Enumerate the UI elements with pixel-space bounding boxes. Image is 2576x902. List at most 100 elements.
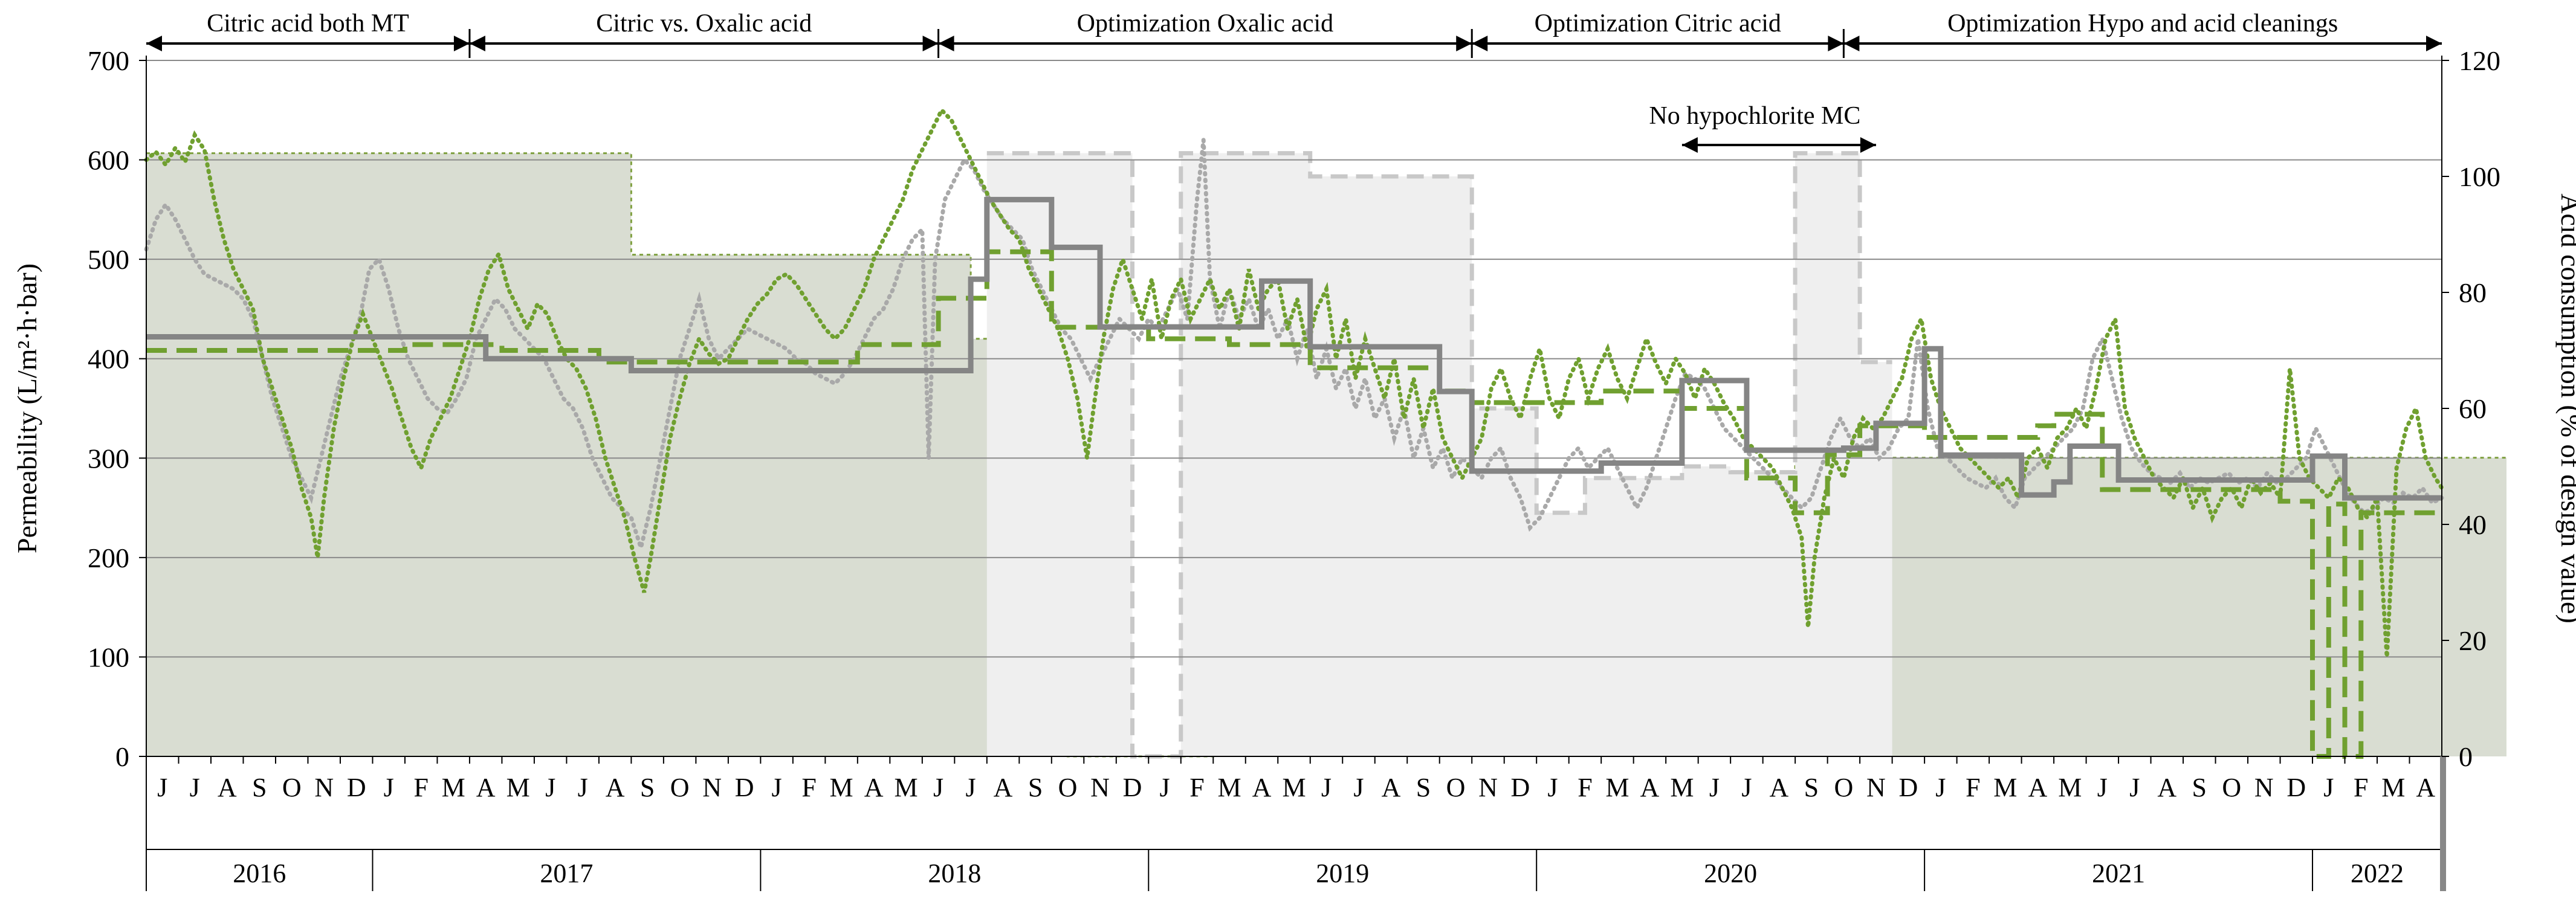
month-label: D [1123, 773, 1142, 802]
y-axis-title: Permeability (L/m²·h·bar) [11, 263, 42, 553]
month-label: F [1189, 773, 1204, 802]
y2-tick-label: 120 [2459, 45, 2500, 76]
year-label: 2017 [540, 859, 593, 888]
permeability-green-series [144, 106, 2444, 657]
month-label: O [1446, 773, 1466, 802]
month-label: N [702, 773, 722, 802]
phase-arrow-head-left [938, 36, 954, 51]
y-tick-label: 100 [88, 642, 129, 672]
month-label: F [1966, 773, 1980, 802]
month-label: M [2058, 773, 2082, 802]
acid-area-layer [146, 151, 2506, 759]
acid-actual-area-outline [986, 151, 1892, 759]
acid-design-area-outline [146, 152, 2506, 758]
annotation-label: No hypochlorite MC [1649, 102, 1860, 130]
month-label: M [1217, 773, 1241, 802]
y2-tick-label: 20 [2459, 625, 2487, 656]
month-label: J [1353, 773, 1364, 802]
month-label: J [2097, 773, 2108, 802]
phase-arrow-head-right [922, 36, 939, 51]
month-label: S [252, 773, 267, 802]
month-label: M [895, 773, 918, 802]
annotation-arrow-head-right [1860, 137, 1876, 153]
y2-tick-label: 100 [2459, 161, 2500, 192]
month-label: J [1321, 773, 1332, 802]
month-label: N [1090, 773, 1110, 802]
month-label: J [2323, 773, 2334, 802]
month-label: J [933, 773, 943, 802]
month-label: D [1511, 773, 1530, 802]
month-label: F [2354, 773, 2368, 802]
phase-arrow-head-right [1456, 36, 1472, 51]
month-label: A [2028, 773, 2047, 802]
y-tick-label: 600 [88, 145, 129, 176]
month-label: A [218, 773, 237, 802]
month-label: O [1058, 773, 1078, 802]
month-label: F [801, 773, 816, 802]
acid-design-area [146, 153, 2506, 757]
y2-tick-label: 60 [2459, 393, 2487, 424]
phase-arrow-head-left [1843, 36, 1860, 51]
year-label: 2018 [928, 859, 981, 888]
month-label: A [1382, 773, 1401, 802]
month-label: S [1028, 773, 1043, 802]
acid-actual-area [986, 153, 1892, 757]
phase-label: Optimization Oxalic acid [1077, 10, 1334, 37]
phase-arrow-head-right [1828, 36, 1844, 51]
y-tick-label: 400 [88, 344, 129, 375]
month-label: J [772, 773, 782, 802]
month-label: N [2254, 773, 2274, 802]
month-label: A [2157, 773, 2176, 802]
month-label: F [413, 773, 428, 802]
month-label: M [442, 773, 465, 802]
year-label: 2016 [233, 859, 286, 888]
month-label: M [830, 773, 853, 802]
month-label: S [1416, 773, 1431, 802]
month-label: J [384, 773, 394, 802]
month-label: S [2192, 773, 2207, 802]
month-label: M [506, 773, 530, 802]
month-label: O [282, 773, 302, 802]
month-label: A [476, 773, 496, 802]
phase-label: Citric acid both MT [207, 10, 409, 37]
month-label: J [2129, 773, 2140, 802]
year-label: 2019 [1316, 859, 1369, 888]
month-label: A [1640, 773, 1660, 802]
y-tick-label: 0 [115, 741, 129, 772]
month-label: J [1159, 773, 1170, 802]
permeability-step-series [146, 196, 2442, 501]
month-label: J [578, 773, 588, 802]
month-label: M [1605, 773, 1629, 802]
y2-tick-label: 40 [2459, 509, 2487, 540]
phase-arrow-head-right [2426, 36, 2442, 51]
month-label: J [1709, 773, 1720, 802]
y-tick-label: 700 [88, 45, 129, 76]
month-label: O [2222, 773, 2241, 802]
series-layer [144, 106, 2444, 759]
axes-layer [139, 56, 2449, 891]
month-label: A [1252, 773, 1272, 802]
month-label: N [1478, 773, 1498, 802]
y2-tick-label: 80 [2459, 277, 2487, 308]
y-tick-label: 500 [88, 244, 129, 275]
month-label: J [545, 773, 555, 802]
month-label: F [1578, 773, 1592, 802]
phase-arrow-head-left [1472, 36, 1488, 51]
year-label: 2021 [2092, 859, 2145, 888]
month-label: S [640, 773, 655, 802]
y-tick-label: 300 [88, 443, 129, 474]
phase-label: Optimization Citric acid [1535, 10, 1781, 37]
month-label: O [670, 773, 690, 802]
phase-arrow-head-right [453, 36, 470, 51]
month-label: D [1898, 773, 1918, 802]
annotation-arrow-head-left [1681, 137, 1698, 153]
phase-label: Citric vs. Oxalic acid [596, 10, 812, 37]
year-label: 2022 [2351, 859, 2404, 888]
month-label: J [1547, 773, 1558, 802]
month-label: A [994, 773, 1013, 802]
month-label: M [1282, 773, 1306, 802]
month-label: J [190, 773, 200, 802]
phase-label: Optimization Hypo and acid cleanings [1947, 10, 2338, 37]
